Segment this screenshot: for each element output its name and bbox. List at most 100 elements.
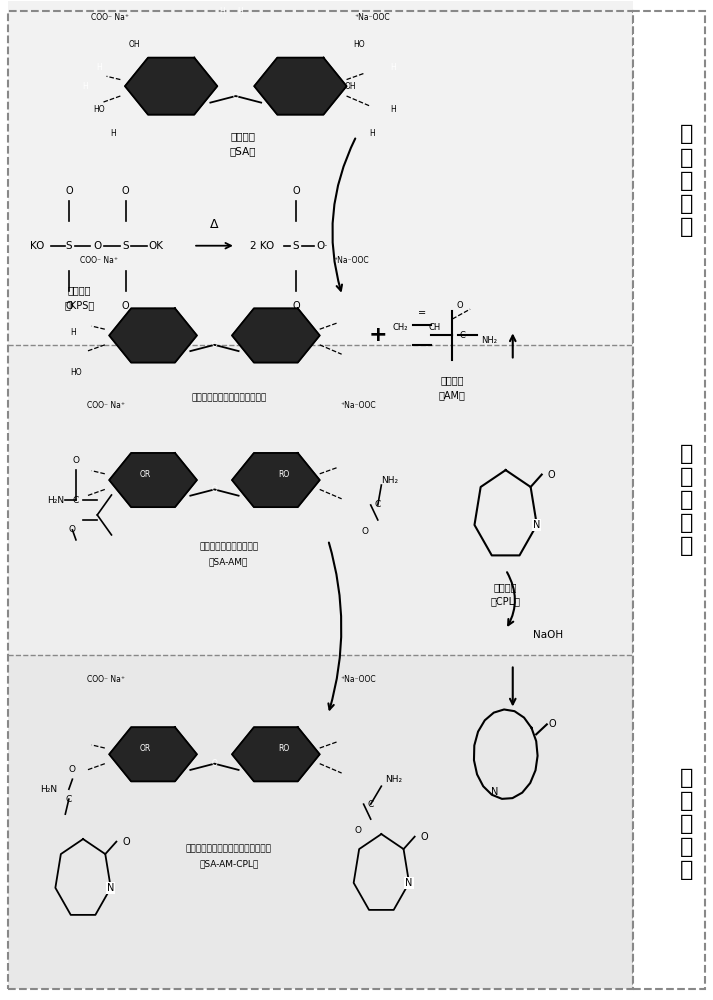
Text: C: C — [73, 496, 79, 505]
Text: 海藻酸钠羟基活化形成氢自由基: 海藻酸钠羟基活化形成氢自由基 — [191, 393, 266, 402]
Text: C: C — [368, 800, 374, 809]
Text: O: O — [361, 527, 369, 536]
Text: O: O — [548, 470, 555, 480]
Text: HO: HO — [354, 40, 365, 49]
Text: RO: RO — [278, 470, 289, 479]
Text: O: O — [212, 340, 217, 349]
Text: N: N — [533, 520, 540, 530]
Text: O: O — [69, 525, 76, 534]
Text: O: O — [65, 301, 73, 311]
Text: （KPS）: （KPS） — [64, 301, 95, 311]
Text: O: O — [233, 92, 239, 101]
Bar — [9, 345, 633, 655]
Text: 2 KO: 2 KO — [250, 241, 275, 251]
Text: ⁺Na⁻OOC: ⁺Na⁻OOC — [341, 401, 376, 410]
Text: H: H — [369, 129, 375, 138]
Text: O: O — [122, 837, 130, 847]
Text: （CPL）: （CPL） — [491, 596, 520, 606]
Text: H: H — [71, 328, 76, 337]
Text: H: H — [237, 7, 243, 16]
Text: 链
引
发
反
应: 链 引 发 反 应 — [680, 124, 694, 237]
Text: O: O — [212, 759, 217, 768]
Text: 己内酰胺和丙烯酰胺改性的海藻酸钠: 己内酰胺和丙烯酰胺改性的海藻酸钠 — [185, 844, 272, 853]
Text: 丙烯酰胺: 丙烯酰胺 — [441, 375, 464, 385]
Text: H: H — [219, 7, 225, 16]
Polygon shape — [232, 308, 319, 363]
Text: COO⁻ Na⁺: COO⁻ Na⁺ — [91, 13, 129, 22]
Text: O: O — [456, 301, 463, 310]
Text: C: C — [66, 795, 72, 804]
Text: O: O — [69, 765, 76, 774]
Text: S: S — [293, 241, 299, 251]
Bar — [633, 11, 704, 989]
Text: COO⁻ Na⁺: COO⁻ Na⁺ — [87, 675, 125, 684]
Text: OR: OR — [140, 744, 151, 753]
Text: （AM）: （AM） — [439, 390, 466, 400]
Polygon shape — [109, 308, 197, 363]
Text: NH₂: NH₂ — [481, 336, 497, 345]
Bar — [9, 1, 633, 345]
Text: O: O — [292, 186, 300, 196]
Text: NaOH: NaOH — [533, 630, 563, 640]
Text: 过硫酸钾: 过硫酸钾 — [68, 286, 91, 296]
Text: 丙烯酰胺改性的海藻酸钠: 丙烯酰胺改性的海藻酸钠 — [199, 542, 258, 551]
Text: S: S — [66, 241, 72, 251]
Text: O: O — [421, 832, 428, 842]
Text: O: O — [212, 485, 217, 494]
Text: S: S — [123, 241, 129, 251]
Text: CH: CH — [429, 323, 441, 332]
Text: RO: RO — [278, 744, 289, 753]
Text: KO: KO — [30, 241, 44, 251]
Text: +: + — [369, 325, 387, 345]
Text: N: N — [107, 883, 115, 893]
Bar — [9, 655, 633, 989]
Text: （SA-AM-CPL）: （SA-AM-CPL） — [199, 859, 258, 868]
Text: H: H — [391, 63, 396, 72]
Text: H₂N: H₂N — [40, 785, 57, 794]
Text: ⁺Na⁻OOC: ⁺Na⁻OOC — [334, 256, 369, 265]
Text: O: O — [93, 241, 101, 251]
Text: H: H — [391, 105, 396, 114]
Text: COO⁻ Na⁺: COO⁻ Na⁺ — [87, 401, 125, 410]
Text: O: O — [65, 186, 73, 196]
Text: （SA）: （SA） — [230, 146, 256, 156]
Text: HO: HO — [93, 105, 106, 114]
Polygon shape — [255, 58, 347, 115]
Text: C: C — [375, 500, 381, 509]
Text: OH: OH — [345, 82, 356, 91]
Text: H: H — [82, 82, 88, 91]
Text: H: H — [111, 129, 116, 138]
Text: O: O — [122, 301, 130, 311]
Text: 链
增
长
反
应: 链 增 长 反 应 — [680, 444, 694, 556]
Bar — [9, 11, 633, 989]
Text: 己内酰胺: 己内酰胺 — [494, 582, 518, 592]
Text: C: C — [459, 331, 466, 340]
Text: COO⁻ Na⁺: COO⁻ Na⁺ — [80, 256, 118, 265]
Polygon shape — [109, 727, 197, 781]
Text: OH: OH — [129, 40, 140, 49]
Text: O: O — [73, 456, 79, 465]
Text: HO: HO — [71, 368, 82, 377]
Polygon shape — [232, 727, 319, 781]
Text: H₂N: H₂N — [48, 496, 65, 505]
Text: Δ: Δ — [210, 218, 219, 231]
Text: =: = — [418, 309, 426, 319]
Text: O: O — [122, 186, 130, 196]
Text: O: O — [548, 719, 556, 729]
Text: CH₂: CH₂ — [392, 323, 408, 332]
Text: OR: OR — [140, 470, 151, 479]
Text: N: N — [406, 878, 413, 888]
Text: N: N — [491, 787, 498, 797]
Text: OK: OK — [148, 241, 163, 251]
Polygon shape — [109, 453, 197, 507]
Text: O: O — [292, 301, 300, 311]
Polygon shape — [232, 453, 319, 507]
Text: 海藻酸钠: 海藻酸钠 — [230, 131, 255, 141]
Text: O·: O· — [316, 241, 328, 251]
Text: （SA-AM）: （SA-AM） — [209, 557, 248, 566]
Text: H: H — [96, 63, 102, 72]
Text: NH₂: NH₂ — [381, 476, 399, 485]
Polygon shape — [125, 58, 217, 115]
Text: O: O — [354, 826, 361, 835]
Text: NH₂: NH₂ — [385, 775, 402, 784]
